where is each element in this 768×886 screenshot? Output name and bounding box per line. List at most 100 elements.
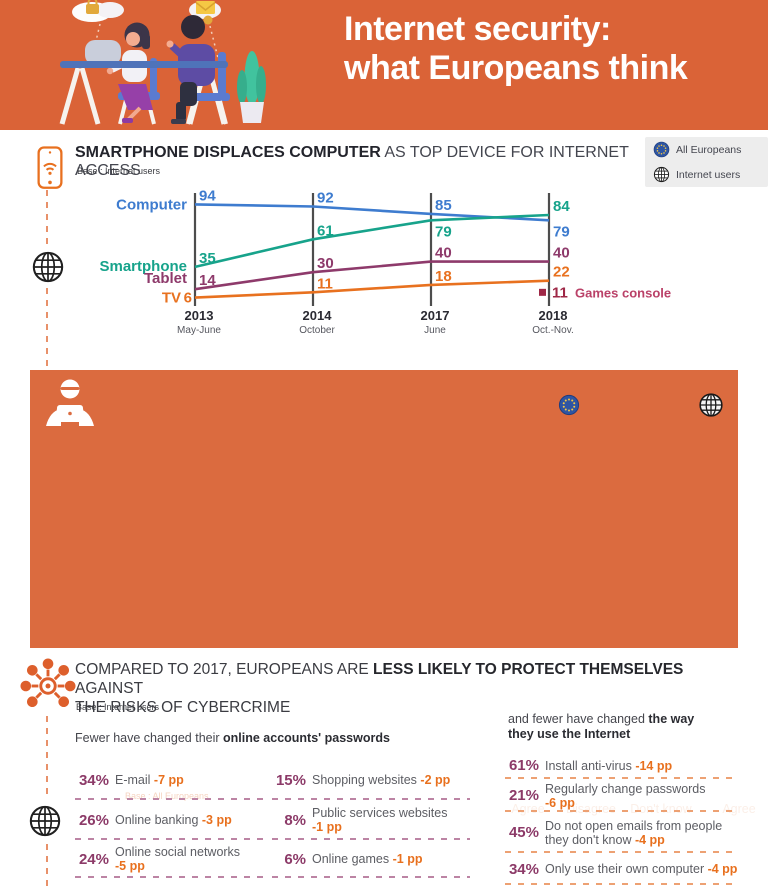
header-illustration [59,0,266,125]
dashed-rail-segment [46,288,48,366]
daily-values-row: 88% [713,820,765,868]
eu-flag-icon [653,141,670,158]
stat-item: 8% Public services websites -1 pp [272,800,470,840]
stat-label: Shopping websites -2 pp [312,773,451,787]
concern-title-line1: MANY EUROPEANS ARE CONCERNED ABOUT CYBER… [125,752,693,788]
protect-base-note: Base : Internet users [76,702,160,712]
passwords-col-header: Fewer have changed their online accounts… [75,731,390,745]
svg-text:14: 14 [199,272,216,289]
svg-text:6: 6 [184,290,192,307]
svg-text:35: 35 [199,250,216,267]
section-devices-base-note: Base : Internet users [77,166,161,176]
plant [237,51,266,123]
protect-title-line1: COMPARED TO 2017, EUROPEANS ARE LESS LIK… [75,661,684,697]
stat-percent: 8% [284,811,306,829]
stat-percent: 45% [508,824,539,841]
stat-change: -5 pp [115,859,145,873]
svg-text:22: 22 [553,264,570,281]
globe-icon-white [698,392,724,423]
hacker-laptop-icon [46,379,94,426]
stat-change: -6 pp [545,795,575,810]
stat-label: Regularly change passwords -6 pp [545,781,706,810]
page-title-line2: what Europeans think [344,49,688,87]
col-header-disagree: Disagree [565,802,617,816]
dashed-rail-segment [46,716,48,800]
stat-percent: 34% [508,860,539,878]
svg-text:84: 84 [553,198,570,215]
dashed-rail-segment [46,190,48,246]
stat-label: Public services websites -1 pp [312,806,448,834]
internet-col-header-line1: and fewer have changed the way [508,712,695,726]
daily-values-header: Agree [713,798,765,820]
password-items-col2: 15% Shopping websites -2 pp 8% Public servi… [272,760,470,878]
col-header-daily-agree: Agree [722,802,756,816]
stat-item: 15% Shopping websites -2 pp [272,760,470,800]
col-header-dontknow: Don't know [630,802,692,816]
legend-item: All Europeans [645,137,768,162]
svg-text:June: June [424,325,446,336]
concern-title: MANY EUROPEANS ARE CONCERNED ABOUT CYBER… [125,751,705,808]
stat-percent: 61% [508,757,539,774]
stat-label: Install anti-virus -14 pp [545,758,673,773]
svg-text:18: 18 [435,268,452,285]
svg-text:79: 79 [553,223,570,240]
stat-item: 21% Regularly change passwords -6 pp [505,779,738,812]
stat-change: -14 pp [635,758,673,773]
internet-items-col: 61% Install anti-virus -14 pp 21% Regularly… [505,752,738,885]
password-items-col1: 34% E-mail -7 pp 26% Online banking -3 pp 24… [75,760,265,878]
svg-text:79: 79 [435,223,452,240]
svg-text:40: 40 [553,245,570,262]
stat-change: -1 pp [392,852,423,866]
section-devices-title-bold: SMARTPHONE DISPLACES COMPUTER [75,144,381,161]
svg-text:94: 94 [199,187,216,204]
section-devices-title-rest: AS TOP DEVICE FOR INTERNET ACCESS [75,144,629,179]
stat-label: Only use their own computer -4 pp [545,862,738,876]
eu-flag-icon [558,394,580,421]
section-devices-title: SMARTPHONE DISPLACES COMPUTER AS TOP DEV… [75,144,635,180]
concern-panel: MANY EUROPEANS ARE CONCERNED ABOUT CYBER… [30,370,767,886]
value-cell: 10% [572,833,610,854]
stat-item: 24% Online social networks -5 pp [75,840,265,878]
svg-text:11: 11 [317,275,333,292]
stat-label: Do not open emails from people they don'… [545,818,723,847]
globe-icon [31,250,65,289]
eu-values-row: 79% 10% 11% [495,820,705,868]
svg-text:30: 30 [317,255,334,272]
chart-legend: All Europeans Internet users [645,137,768,187]
svg-text:Tablet: Tablet [144,270,187,287]
concern-base-note: Base : All Europeans [125,791,209,801]
virus-icon [20,658,76,708]
legend-label: All Europeans [676,143,742,156]
value-cell: 79% [509,833,547,854]
svg-text:Smartphone: Smartphone [99,258,187,275]
legend-label: Internet users [676,168,741,181]
stat-label: Online social networks -5 pp [115,845,241,873]
stat-percent: 15% [275,771,306,789]
device-usage-chart: 2013 May-June 2014 October 2017 June 2018 Oct.-… [99,187,671,336]
svg-text:Computer: Computer [116,196,187,213]
svg-text:85: 85 [435,197,452,214]
svg-text:Games console: Games console [575,285,671,300]
stat-label: Online banking -3 pp [115,813,232,827]
woman-figure [106,22,153,123]
stat-change: -4 pp [634,832,665,847]
stat-item: 34% Only use their own computer -4 pp [505,853,738,885]
svg-text:2013: 2013 [185,308,214,323]
stat-item: 61% Install anti-virus -14 pp [505,752,738,779]
desk-top [60,61,228,68]
svg-text:61: 61 [317,222,334,239]
value-cell: 88% [720,833,758,854]
daily-values-row: 88% [713,868,765,886]
daily-values-box: Agree 88%88%77%69% [711,796,767,886]
stat-change: -2 pp [420,773,451,787]
internet-col-header-line2: they use the Internet [508,727,631,741]
header-banner: Internet security: what Europeans think [0,0,768,130]
stat-percent: 34% [78,771,109,789]
stat-item: 34% E-mail -7 pp [75,760,265,800]
globe-icon [653,166,670,183]
svg-text:Oct.-Nov.: Oct.-Nov. [532,325,573,336]
stat-percent: 6% [284,850,306,868]
stat-percent: 21% [508,787,539,804]
cloud-lock-icon [72,0,124,22]
